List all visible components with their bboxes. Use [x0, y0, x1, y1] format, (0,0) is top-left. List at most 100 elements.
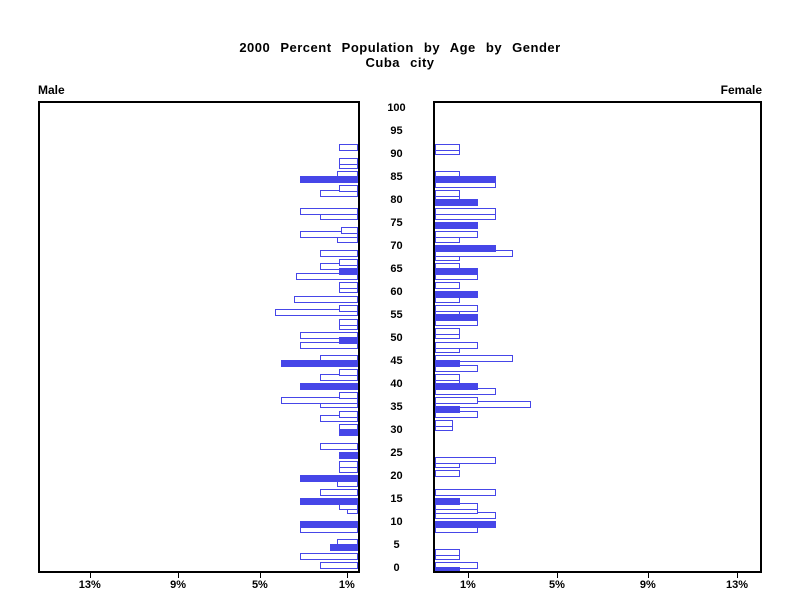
female-pct-tick-5 — [557, 573, 558, 578]
male-bar-age-92 — [338, 143, 358, 151]
male-bar-age-5 — [330, 544, 358, 551]
female-bar-age-92 — [435, 143, 460, 151]
female-pct-tick-label-5: 5% — [549, 579, 565, 591]
female-bar-age-45 — [435, 360, 460, 367]
female-bar-age-57 — [435, 304, 478, 312]
male-bar-age-40 — [300, 383, 358, 390]
male-bar-age-43 — [338, 369, 358, 377]
male-bar-age-45 — [281, 360, 358, 367]
female-pct-tick-label-1: 1% — [459, 579, 476, 591]
male-bar-age-56 — [274, 309, 358, 317]
female-pct-tick-1 — [467, 573, 469, 578]
male-bar-age-65 — [338, 268, 358, 275]
female-pct-tick-9 — [647, 573, 649, 578]
male-bar-age-37 — [281, 396, 358, 404]
male-pct-tick-label-9: 9% — [170, 579, 187, 591]
male-pct-tick-1 — [346, 573, 348, 578]
female-pct-tick-13 — [737, 573, 738, 578]
male-bar-age-54 — [338, 318, 358, 326]
male-bar-age-49 — [300, 341, 358, 349]
female-panel — [433, 101, 762, 573]
female-series-label: Female — [720, 83, 762, 97]
male-series-label: Male — [38, 83, 65, 97]
age-tick-label-60: 60 — [390, 286, 403, 298]
female-bar-age-40 — [435, 383, 478, 390]
female-bar-age-75 — [435, 222, 478, 229]
male-bar-age-83 — [338, 185, 358, 193]
age-tick-label-95: 95 — [390, 125, 403, 137]
female-bar-age-15 — [435, 498, 460, 505]
male-panel — [38, 101, 360, 573]
female-bar-age-73 — [435, 231, 478, 239]
male-bar-age-59 — [293, 295, 358, 303]
age-tick-label-0: 0 — [393, 562, 400, 574]
female-bar-age-35 — [435, 406, 460, 413]
male-bar-age-73 — [300, 231, 358, 239]
female-bar-age-4 — [435, 548, 460, 556]
male-bar-age-69 — [319, 249, 358, 257]
age-tick-label-90: 90 — [390, 148, 403, 160]
male-bar-age-51 — [300, 332, 358, 340]
age-axis-labels: 0 5 10 15 20 25 30 35 40 45 50 55 60 65 70 75 80 85 90 95 10… — [360, 101, 433, 579]
chart-subtitle: Cuba city — [365, 55, 435, 70]
age-tick-label-80: 80 — [390, 194, 403, 206]
male-bar-age-27 — [319, 442, 358, 450]
female-bar-age-24 — [435, 456, 496, 464]
female-bar-age-0 — [435, 567, 460, 571]
male-bar-age-89 — [338, 157, 358, 165]
male-bar-age-78 — [300, 208, 358, 216]
male-bar-age-20 — [300, 475, 358, 482]
male-bar-age-34 — [338, 410, 358, 418]
age-tick-label-75: 75 — [390, 217, 403, 229]
male-bar-age-30 — [338, 429, 358, 436]
male-pct-tick-13 — [89, 573, 91, 578]
male-bar-age-62 — [338, 281, 358, 289]
age-tick-label-20: 20 — [390, 470, 403, 482]
female-bar-age-60 — [435, 291, 478, 298]
female-bar-age-80 — [435, 199, 478, 206]
male-response-axis-line — [356, 103, 358, 571]
age-tick-label-25: 25 — [390, 447, 403, 459]
female-bar-age-46 — [435, 355, 514, 363]
male-bar-age-67 — [338, 258, 358, 266]
male-bar-age-10 — [300, 521, 358, 528]
age-tick-label-65: 65 — [390, 263, 403, 275]
female-pct-tick-label-13: 13% — [725, 579, 749, 591]
female-bar-age-37 — [435, 396, 478, 404]
age-tick-label-70: 70 — [390, 240, 403, 252]
age-tick-label-50: 50 — [390, 332, 403, 344]
age-tick-label-5: 5 — [393, 539, 400, 551]
age-tick-label-15: 15 — [390, 493, 403, 505]
female-bar-age-70 — [435, 245, 496, 252]
female-bar-age-78 — [435, 208, 496, 216]
male-bar-age-57 — [338, 304, 358, 312]
female-bar-age-85 — [435, 176, 496, 183]
male-bar-age-38 — [338, 392, 358, 400]
age-tick-label-100: 100 — [387, 102, 406, 114]
female-bar-age-49 — [435, 341, 478, 349]
female-bar-age-42 — [435, 373, 460, 381]
female-pct-tick-label-9: 9% — [639, 579, 656, 591]
male-pct-tick-label-1: 1% — [338, 579, 355, 591]
female-bar-age-55 — [435, 314, 478, 321]
age-tick-label-55: 55 — [390, 309, 403, 321]
female-bar-age-65 — [435, 268, 478, 275]
male-bar-age-17 — [319, 488, 358, 496]
female-bar-age-52 — [435, 327, 460, 335]
age-tick-label-30: 30 — [390, 424, 403, 436]
male-bar-age-25 — [338, 452, 358, 459]
female-bar-age-32 — [435, 419, 453, 427]
male-bar-age-1 — [319, 562, 358, 570]
chart-title: 2000 Percent Population by Age by Gender — [239, 40, 561, 55]
age-tick-label-85: 85 — [390, 171, 403, 183]
male-bar-age-23 — [338, 461, 358, 469]
age-tick-label-45: 45 — [390, 355, 403, 367]
female-bar-age-10 — [435, 521, 496, 528]
male-bar-age-15 — [300, 498, 358, 505]
age-tick-label-10: 10 — [390, 516, 403, 528]
male-bar-age-85 — [300, 176, 358, 183]
age-tick-label-40: 40 — [390, 378, 403, 390]
female-bar-age-21 — [435, 470, 460, 478]
male-pct-tick-9 — [178, 573, 180, 578]
